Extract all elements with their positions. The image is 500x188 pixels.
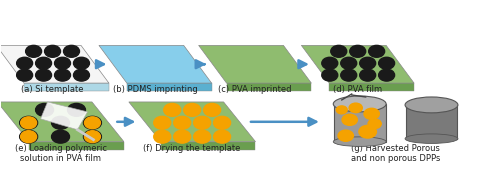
Ellipse shape bbox=[174, 116, 190, 129]
Text: (b) PDMS imprinting: (b) PDMS imprinting bbox=[113, 85, 198, 94]
Ellipse shape bbox=[322, 69, 338, 81]
Ellipse shape bbox=[378, 57, 394, 69]
Ellipse shape bbox=[164, 103, 180, 116]
Polygon shape bbox=[129, 102, 256, 142]
Ellipse shape bbox=[52, 130, 70, 143]
Ellipse shape bbox=[368, 45, 384, 57]
Ellipse shape bbox=[194, 130, 210, 143]
Text: (a) Si template: (a) Si template bbox=[22, 85, 84, 94]
Ellipse shape bbox=[84, 116, 102, 129]
Polygon shape bbox=[24, 83, 109, 91]
Text: (c) PVA imprinted: (c) PVA imprinted bbox=[218, 85, 292, 94]
Polygon shape bbox=[29, 142, 124, 150]
Text: (e) Loading polymeric
solution in PVA film: (e) Loading polymeric solution in PVA fi… bbox=[14, 144, 106, 163]
Text: (f) Drying the template: (f) Drying the template bbox=[144, 144, 241, 153]
Ellipse shape bbox=[194, 116, 210, 129]
Ellipse shape bbox=[20, 116, 38, 129]
Ellipse shape bbox=[84, 130, 102, 143]
Ellipse shape bbox=[84, 117, 100, 129]
Ellipse shape bbox=[74, 69, 90, 81]
Ellipse shape bbox=[349, 103, 362, 113]
Ellipse shape bbox=[350, 45, 366, 57]
Ellipse shape bbox=[154, 130, 170, 143]
Ellipse shape bbox=[334, 137, 386, 146]
Ellipse shape bbox=[340, 57, 356, 69]
Polygon shape bbox=[99, 45, 212, 83]
Ellipse shape bbox=[342, 114, 357, 125]
Ellipse shape bbox=[184, 103, 200, 116]
Ellipse shape bbox=[84, 131, 100, 143]
Polygon shape bbox=[127, 83, 212, 91]
Ellipse shape bbox=[64, 45, 80, 57]
Ellipse shape bbox=[44, 45, 60, 57]
Ellipse shape bbox=[68, 103, 86, 116]
Ellipse shape bbox=[405, 97, 458, 113]
Ellipse shape bbox=[334, 96, 386, 112]
Ellipse shape bbox=[54, 57, 70, 69]
Ellipse shape bbox=[54, 69, 70, 81]
Polygon shape bbox=[198, 45, 312, 83]
Ellipse shape bbox=[359, 125, 376, 138]
Polygon shape bbox=[160, 142, 256, 150]
Ellipse shape bbox=[36, 103, 54, 116]
Ellipse shape bbox=[214, 130, 230, 143]
Ellipse shape bbox=[360, 57, 376, 69]
Ellipse shape bbox=[368, 119, 381, 129]
Ellipse shape bbox=[322, 57, 338, 69]
Ellipse shape bbox=[204, 103, 220, 116]
Ellipse shape bbox=[340, 69, 356, 81]
Polygon shape bbox=[330, 83, 414, 91]
Ellipse shape bbox=[338, 130, 353, 141]
Ellipse shape bbox=[74, 57, 90, 69]
Ellipse shape bbox=[360, 69, 376, 81]
Polygon shape bbox=[0, 102, 124, 142]
Ellipse shape bbox=[378, 69, 394, 81]
Ellipse shape bbox=[405, 134, 458, 143]
Polygon shape bbox=[0, 45, 109, 83]
Ellipse shape bbox=[16, 57, 32, 69]
Ellipse shape bbox=[20, 117, 36, 129]
Ellipse shape bbox=[154, 116, 170, 129]
Polygon shape bbox=[40, 102, 88, 130]
Ellipse shape bbox=[36, 69, 52, 81]
Text: (d) PVA film: (d) PVA film bbox=[333, 85, 382, 94]
Ellipse shape bbox=[16, 69, 32, 81]
Ellipse shape bbox=[36, 57, 52, 69]
Ellipse shape bbox=[174, 130, 190, 143]
Ellipse shape bbox=[20, 130, 38, 143]
Ellipse shape bbox=[364, 108, 380, 119]
Ellipse shape bbox=[214, 116, 230, 129]
Ellipse shape bbox=[52, 116, 70, 129]
Polygon shape bbox=[226, 83, 312, 91]
Ellipse shape bbox=[331, 45, 346, 57]
Text: (g) Harvested Porous
and non porous DPPs: (g) Harvested Porous and non porous DPPs bbox=[351, 144, 440, 163]
Ellipse shape bbox=[20, 131, 36, 143]
Ellipse shape bbox=[26, 45, 42, 57]
Ellipse shape bbox=[336, 106, 347, 114]
Polygon shape bbox=[302, 45, 414, 83]
Bar bbox=[406, 105, 458, 139]
Bar bbox=[334, 104, 386, 142]
